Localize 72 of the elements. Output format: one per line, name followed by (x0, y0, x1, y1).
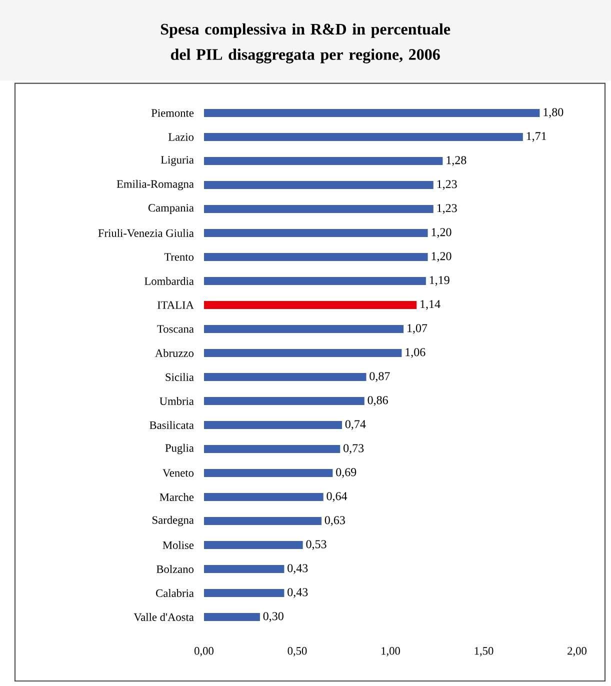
data-label: 0,43 (288, 588, 308, 598)
bar (204, 229, 428, 238)
bar (204, 325, 404, 334)
y-tick-label: Sardegna (152, 516, 194, 526)
bar (204, 565, 284, 574)
y-tick-label: Puglia (165, 444, 194, 454)
x-tick-label: 1,00 (382, 647, 400, 656)
y-tick-label: Marche (160, 493, 194, 501)
x-tick-label: 0,50 (288, 647, 307, 656)
y-tick-label: Abruzzo (155, 349, 194, 357)
y-tick-label: Emilia-Romagna (116, 180, 194, 190)
y-tick-label: Liguria (160, 156, 194, 166)
y-tick-label: Toscana (157, 325, 194, 333)
bar (204, 421, 342, 430)
y-tick-label: Campania (148, 204, 194, 214)
data-label: 0,63 (324, 516, 345, 526)
x-tick-label: 0,00 (194, 647, 214, 656)
x-tick-label: 1,50 (474, 647, 494, 656)
data-label: 1,20 (432, 228, 452, 238)
y-tick-label: Piemonte (151, 109, 194, 117)
data-label: 1,07 (408, 324, 428, 334)
bar (204, 589, 284, 598)
bar (204, 373, 366, 382)
data-label: 0,87 (370, 372, 390, 382)
y-tick-label: ITALIA (158, 301, 194, 309)
data-label: 1,23 (437, 204, 457, 214)
data-label: 1,14 (420, 300, 440, 310)
bar (204, 445, 340, 454)
data-label: 1,71 (526, 132, 546, 142)
y-tick-label: Sicilia (166, 373, 194, 381)
bar (204, 181, 434, 190)
x-tick-label: 2,00 (568, 647, 586, 656)
bar (204, 253, 428, 262)
data-label: 1,28 (446, 156, 466, 166)
data-label: 1,20 (432, 252, 452, 262)
chart-title: Spesa complessiva in R&D in percentuale del PIL disaggregata per regione, 2006 (161, 23, 450, 64)
data-label: 1,06 (406, 348, 426, 358)
data-label: 0,69 (336, 468, 356, 478)
data-label: 0,86 (368, 396, 388, 406)
y-tick-label: Trento (164, 253, 194, 261)
y-tick-label: Lazio (168, 133, 194, 141)
y-tick-label: Friuli-Venezia Giulia (98, 228, 194, 238)
data-label: 0,30 (263, 612, 284, 622)
bar (204, 109, 540, 118)
bar (204, 541, 303, 550)
bar (204, 397, 364, 406)
y-tick-label: Molise (162, 541, 194, 549)
y-tick-label: Umbria (160, 397, 194, 405)
bar (204, 469, 333, 478)
bar (204, 133, 523, 142)
y-tick-label: Lombardia (144, 277, 194, 285)
data-label: 0,74 (345, 420, 366, 430)
data-label: 0,73 (344, 444, 364, 454)
data-label: 1,23 (437, 180, 457, 190)
data-label: 1,19 (430, 276, 450, 286)
bar (204, 349, 402, 358)
y-tick-label: Basilicata (150, 421, 194, 429)
y-tick-label: Valle d'Aosta (134, 612, 194, 622)
bar (204, 277, 426, 286)
data-label: 0,43 (288, 564, 308, 574)
data-label: 0,53 (306, 540, 326, 550)
bar (204, 205, 434, 214)
y-tick-label: Bolzano (156, 565, 194, 573)
bar (204, 157, 443, 166)
bar (204, 493, 324, 502)
bar (204, 613, 260, 622)
y-tick-label: Calabria (156, 589, 194, 597)
bar (204, 301, 417, 310)
y-tick-label: Veneto (162, 469, 194, 477)
bar (204, 517, 322, 526)
data-label: 1,80 (544, 108, 564, 118)
data-label: 0,64 (326, 492, 348, 502)
